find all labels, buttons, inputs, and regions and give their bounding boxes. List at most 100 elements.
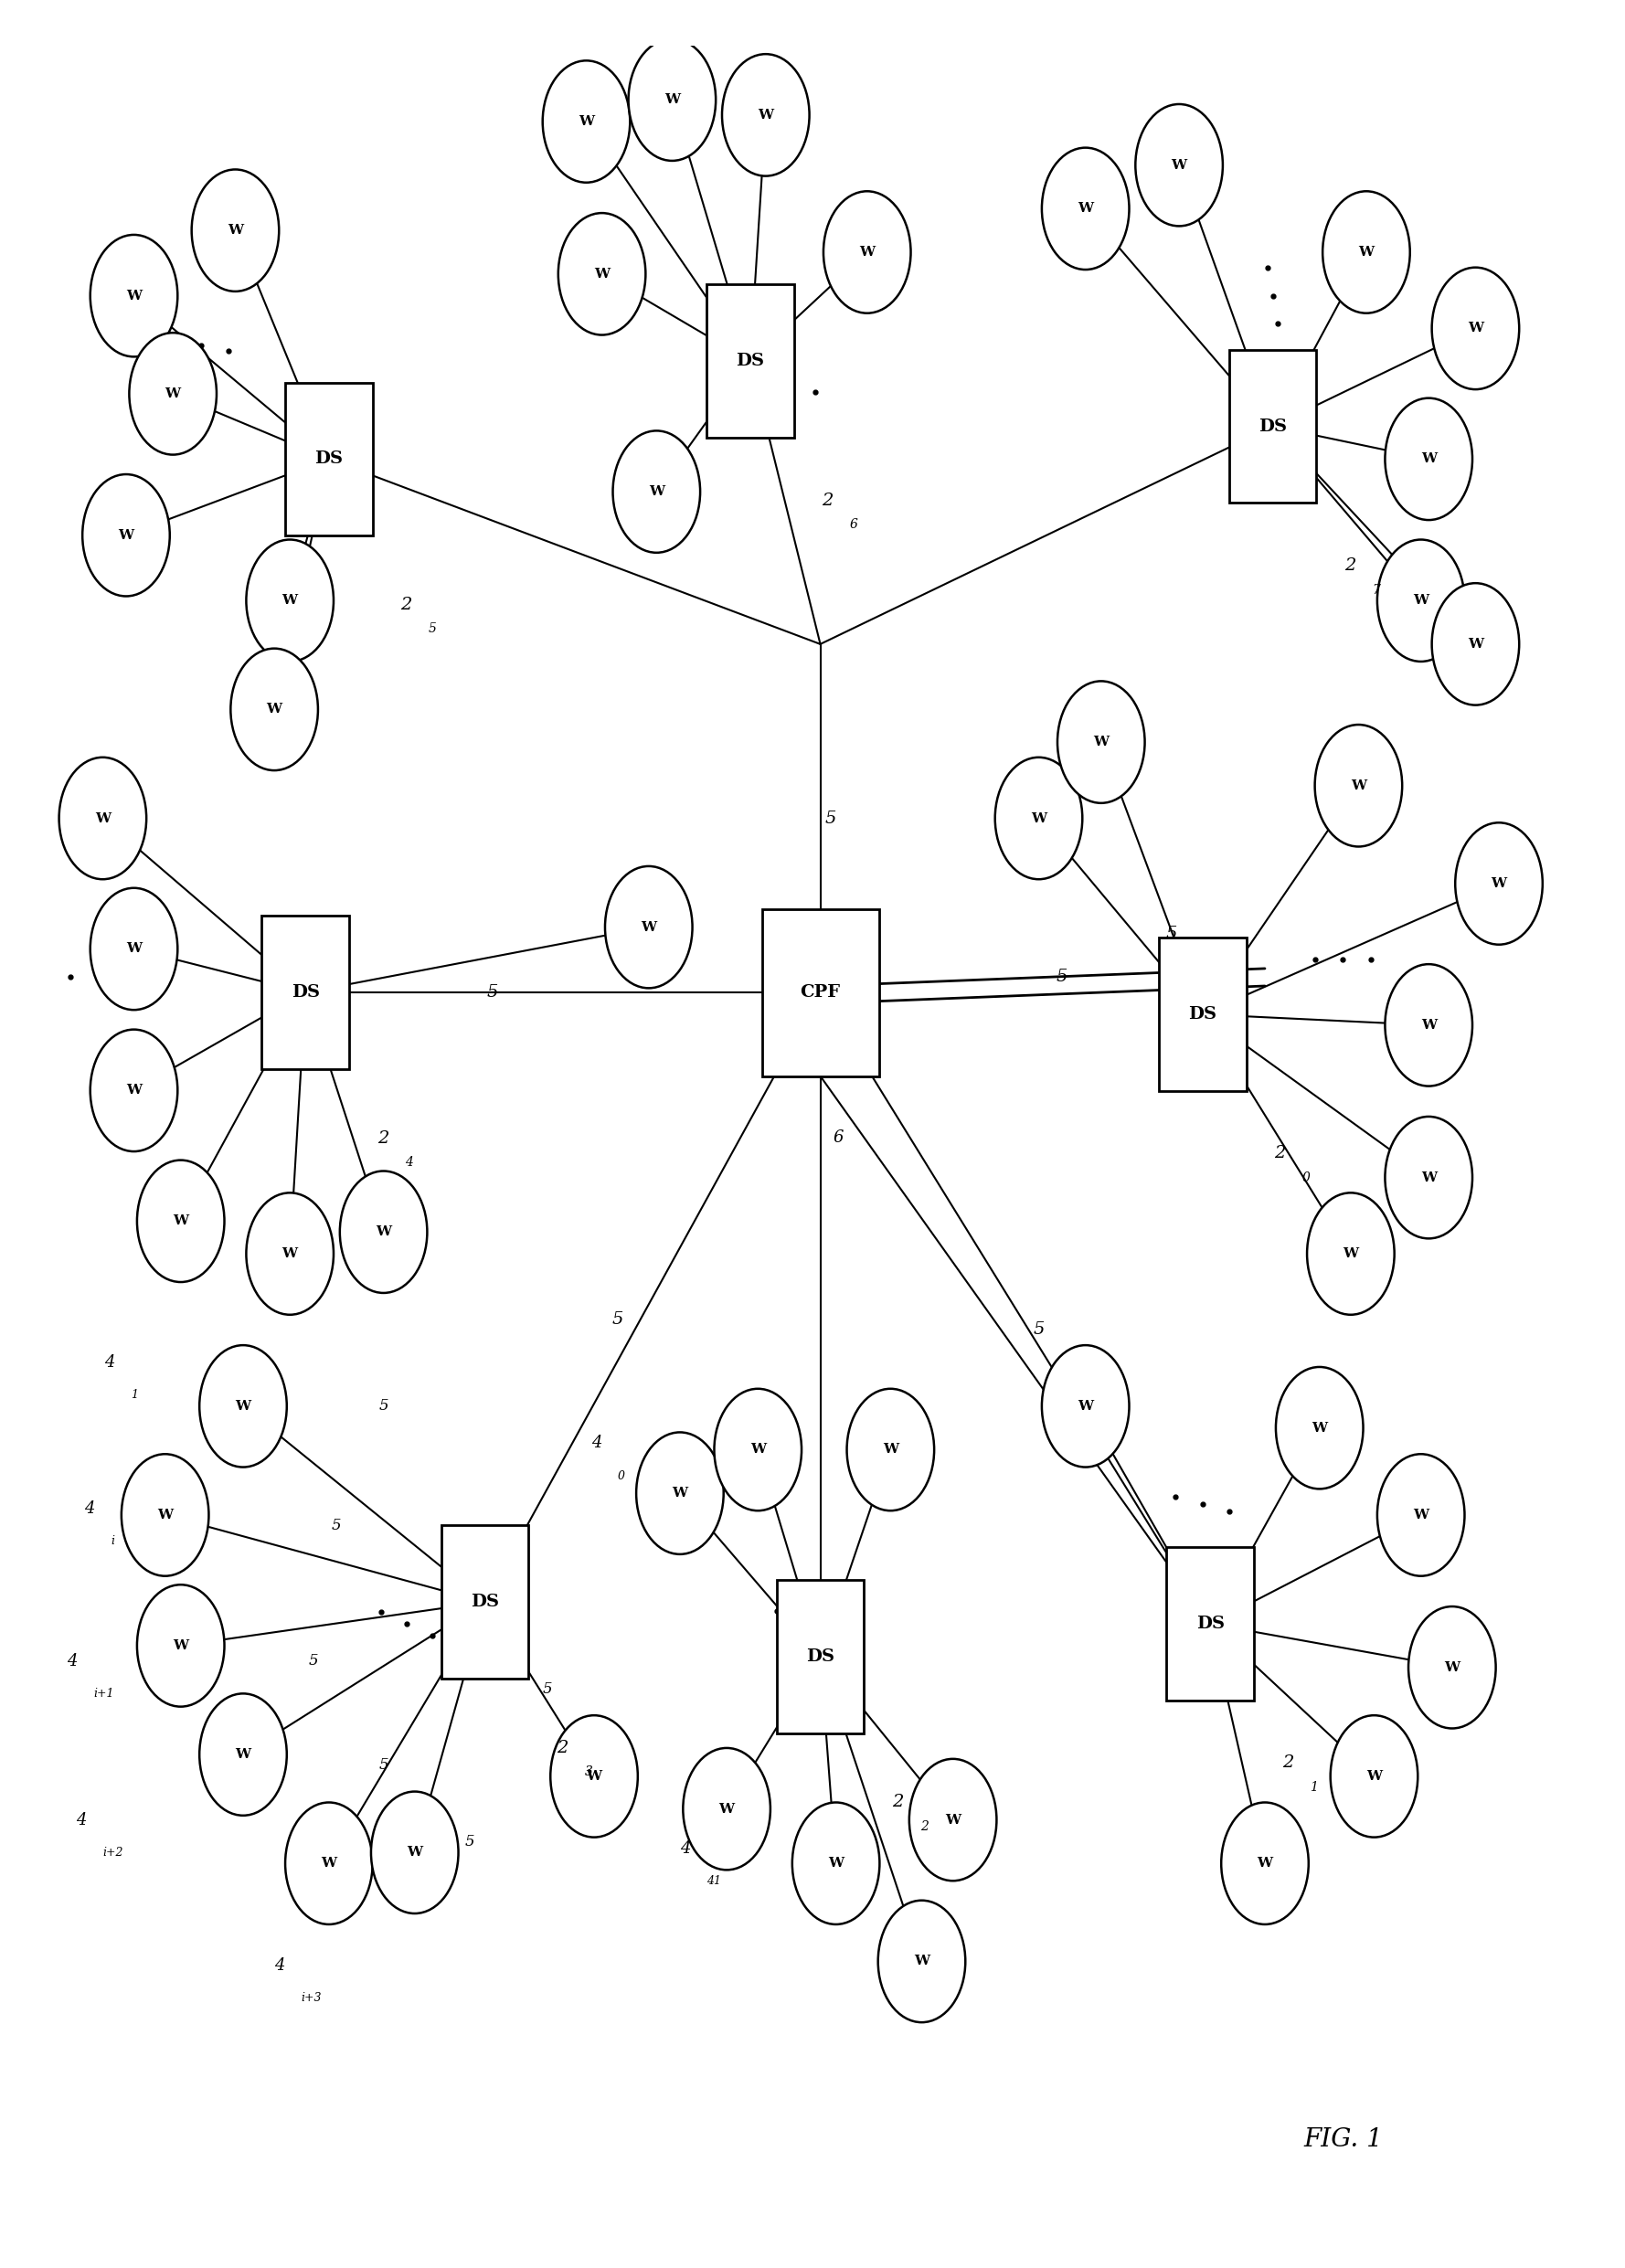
Text: DS: DS <box>1188 1007 1217 1023</box>
Text: 2: 2 <box>1282 1755 1294 1771</box>
Bar <box>1167 1547 1255 1701</box>
Text: W: W <box>1414 1508 1428 1522</box>
Text: W: W <box>829 1857 843 1869</box>
Text: DS: DS <box>291 984 320 1000</box>
Text: FIG. 1: FIG. 1 <box>1303 2127 1383 2152</box>
Text: W: W <box>913 1955 930 1969</box>
Text: 5: 5 <box>465 1835 475 1848</box>
Ellipse shape <box>286 1803 372 1923</box>
Text: 7: 7 <box>1373 583 1381 596</box>
Text: 0: 0 <box>618 1470 624 1481</box>
Ellipse shape <box>1042 1345 1129 1467</box>
Ellipse shape <box>793 1803 879 1923</box>
Text: W: W <box>1077 1399 1094 1413</box>
Text: W: W <box>860 245 874 259</box>
Text: W: W <box>158 1508 172 1522</box>
Text: 1: 1 <box>130 1390 138 1402</box>
Text: W: W <box>127 290 141 302</box>
Text: 5: 5 <box>309 1653 318 1669</box>
Text: W: W <box>266 703 283 717</box>
Text: 2: 2 <box>920 1821 928 1833</box>
Text: W: W <box>1367 1769 1381 1783</box>
Text: CPF: CPF <box>800 984 840 1000</box>
Text: W: W <box>375 1225 392 1238</box>
Ellipse shape <box>824 191 910 313</box>
Text: 2: 2 <box>401 596 413 612</box>
Ellipse shape <box>910 1760 996 1880</box>
Text: W: W <box>587 1769 601 1783</box>
Text: W: W <box>228 225 244 236</box>
Ellipse shape <box>878 1901 965 2023</box>
Ellipse shape <box>1432 583 1519 705</box>
Text: 4: 4 <box>405 1157 413 1168</box>
Ellipse shape <box>1136 104 1222 227</box>
Ellipse shape <box>994 758 1082 880</box>
Text: W: W <box>578 116 595 127</box>
Ellipse shape <box>847 1388 934 1510</box>
Ellipse shape <box>613 431 700 553</box>
Ellipse shape <box>551 1715 637 1837</box>
Text: i+3: i+3 <box>301 1994 322 2005</box>
Text: W: W <box>946 1814 960 1826</box>
Text: DS: DS <box>1258 417 1287 435</box>
Ellipse shape <box>604 866 692 989</box>
Ellipse shape <box>200 1345 286 1467</box>
Text: W: W <box>1445 1660 1459 1674</box>
Ellipse shape <box>83 474 169 596</box>
Ellipse shape <box>192 170 280 290</box>
Text: DS: DS <box>471 1594 499 1610</box>
Text: i+2: i+2 <box>102 1846 123 1857</box>
Text: W: W <box>1350 780 1367 792</box>
Bar <box>442 1526 528 1678</box>
Text: i: i <box>111 1535 114 1547</box>
Ellipse shape <box>91 1030 177 1152</box>
Ellipse shape <box>1323 191 1411 313</box>
Text: 2: 2 <box>892 1794 904 1810</box>
Ellipse shape <box>91 236 177 356</box>
Ellipse shape <box>247 540 333 662</box>
Text: W: W <box>882 1442 899 1456</box>
Ellipse shape <box>722 54 809 177</box>
Text: 4: 4 <box>679 1839 691 1857</box>
Ellipse shape <box>1384 1116 1472 1238</box>
Ellipse shape <box>136 1585 224 1706</box>
Text: 4: 4 <box>84 1499 94 1517</box>
Ellipse shape <box>200 1694 286 1814</box>
Bar <box>286 383 372 535</box>
Text: 2: 2 <box>377 1129 388 1148</box>
Bar <box>707 284 793 438</box>
Text: W: W <box>236 1399 250 1413</box>
Text: W: W <box>236 1749 250 1760</box>
Text: 5: 5 <box>332 1517 341 1533</box>
Text: W: W <box>1420 454 1436 465</box>
Ellipse shape <box>1432 268 1519 390</box>
Text: W: W <box>640 921 656 934</box>
Text: 5: 5 <box>1165 925 1176 943</box>
Text: W: W <box>751 1442 765 1456</box>
Text: W: W <box>406 1846 423 1860</box>
Text: 5: 5 <box>379 1399 388 1413</box>
Text: W: W <box>94 812 111 826</box>
Ellipse shape <box>130 333 216 454</box>
Text: 5: 5 <box>429 624 437 635</box>
Ellipse shape <box>231 649 318 771</box>
Text: W: W <box>119 528 133 542</box>
Ellipse shape <box>559 213 645 336</box>
Ellipse shape <box>637 1433 723 1554</box>
Text: W: W <box>127 1084 141 1098</box>
Bar <box>1159 937 1246 1091</box>
Text: W: W <box>1414 594 1428 608</box>
Text: W: W <box>1172 159 1186 172</box>
Text: 0: 0 <box>1302 1170 1310 1184</box>
Text: W: W <box>1342 1247 1358 1261</box>
Text: W: W <box>665 93 679 107</box>
Text: 4: 4 <box>275 1957 284 1973</box>
Ellipse shape <box>1042 147 1129 270</box>
Text: W: W <box>648 485 665 499</box>
Ellipse shape <box>682 1749 770 1869</box>
Ellipse shape <box>715 1388 801 1510</box>
Text: 5: 5 <box>488 984 499 1000</box>
Text: 3: 3 <box>585 1767 593 1778</box>
Text: W: W <box>595 268 609 281</box>
Text: W: W <box>283 594 297 608</box>
